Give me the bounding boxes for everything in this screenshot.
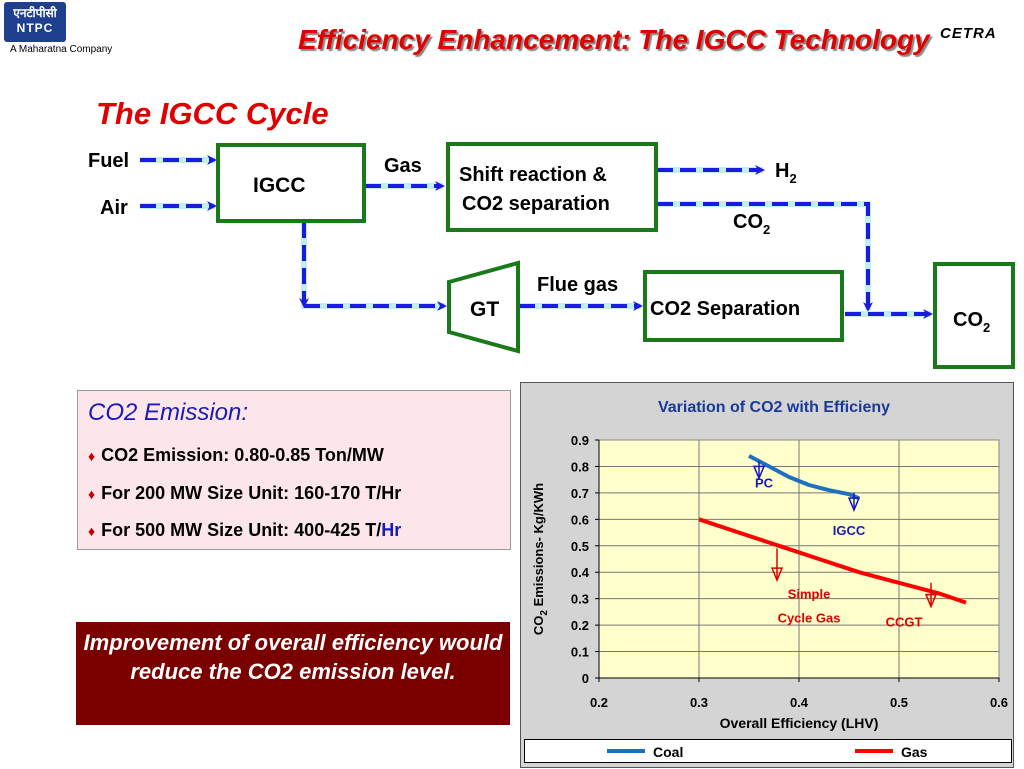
legend-gas-label: Gas bbox=[901, 744, 928, 760]
annotation-label: PC bbox=[755, 476, 774, 491]
diamond-bullet-icon: ♦ bbox=[88, 523, 96, 539]
air-label: Air bbox=[100, 197, 128, 219]
chart-canvas: Variation of CO2 with Efficieny 0 0.1 0.2 0.… bbox=[531, 399, 1008, 731]
emission-bullet-2-text: For 200 MW Size Unit: 160-170 T/Hr bbox=[101, 483, 402, 503]
annotation-label: Simple bbox=[788, 587, 831, 602]
chart-title: Variation of CO2 with Efficieny bbox=[658, 399, 890, 416]
co2-final-label-main: CO bbox=[953, 309, 983, 331]
tick-label-x: 0.4 bbox=[790, 695, 809, 710]
y-axis-label-main: CO bbox=[531, 616, 546, 636]
tick-label-y: 0.3 bbox=[571, 592, 589, 607]
series-line-gas bbox=[698, 517, 967, 605]
co2-separation-label: CO2 Separation bbox=[650, 298, 800, 320]
co2-final-label-sub: 2 bbox=[983, 320, 990, 335]
flow-arrows bbox=[140, 155, 933, 319]
co2-mid-label-sub: 2 bbox=[763, 222, 770, 237]
logo-hindi-text: एनटीपीसी bbox=[13, 6, 57, 20]
h2-label: H2 bbox=[775, 160, 797, 186]
y-axis-label: CO2 Emissions- Kg/KWh bbox=[531, 483, 550, 635]
tick-label-x: 0.5 bbox=[890, 695, 908, 710]
emission-bullet-3-text: For 500 MW Size Unit: 400-425 T/ bbox=[101, 520, 382, 540]
annotation-arrowhead bbox=[924, 593, 938, 609]
gas-label: Gas bbox=[384, 155, 422, 177]
annotation-label: IGCC bbox=[833, 523, 866, 538]
gt-label: GT bbox=[470, 298, 499, 321]
tick-label-y: 0.1 bbox=[571, 645, 589, 660]
co2-mid-label: CO2 bbox=[733, 211, 770, 237]
logo-english-text: NTPC bbox=[16, 21, 54, 35]
tick-label-y: 0.6 bbox=[571, 512, 589, 527]
annotation-label: Cycle Gas bbox=[778, 610, 841, 625]
legend-coal-label: Coal bbox=[653, 744, 683, 760]
shift-label-line2: CO2 separation bbox=[462, 193, 610, 215]
annotation-arrowhead bbox=[770, 567, 784, 583]
diamond-bullet-icon: ♦ bbox=[88, 486, 96, 502]
annotation-arrowhead bbox=[752, 465, 766, 481]
tick-label-x: 0.6 bbox=[990, 695, 1008, 710]
improvement-callout: Improvement of overall efficiency would … bbox=[76, 622, 510, 725]
chart-legend: Coal Gas bbox=[524, 739, 1012, 763]
co2-separation-box bbox=[643, 270, 844, 342]
company-tagline: A Maharatna Company bbox=[10, 44, 113, 55]
y-axis-label-rest: Emissions- Kg/KWh bbox=[531, 483, 546, 610]
co2-final-label: CO2 bbox=[953, 309, 990, 335]
igcc-label: IGCC bbox=[253, 174, 306, 197]
tick-label-x: 0.2 bbox=[590, 695, 608, 710]
shift-label-line1: Shift reaction & bbox=[459, 164, 607, 186]
fuel-label: Fuel bbox=[88, 150, 129, 172]
cetra-mark: CETRA bbox=[940, 25, 997, 42]
h2-label-sub: 2 bbox=[789, 171, 796, 186]
emission-bullet-1-text: CO2 Emission: 0.80-0.85 Ton/MW bbox=[101, 445, 384, 465]
emission-bullet-2: ♦ For 200 MW Size Unit: 160-170 T/Hr bbox=[88, 483, 401, 504]
annotation-arrowhead bbox=[847, 497, 861, 513]
slide-title: Efficiency Enhancement: The IGCC Technol… bbox=[298, 24, 930, 55]
tick-label-y: 0.4 bbox=[571, 565, 590, 580]
co2-efficiency-chart: Variation of CO2 with Efficieny 0 0.1 0.2 0.… bbox=[520, 382, 1014, 768]
co2-emission-panel: CO2 Emission: ♦ CO2 Emission: 0.80-0.85 T… bbox=[77, 390, 511, 550]
ntpc-logo: एनटीपीसी NTPC bbox=[4, 2, 66, 42]
legend-canvas: Coal Gas bbox=[607, 744, 928, 760]
co2-output-box bbox=[933, 262, 1015, 369]
h2-label-main: H bbox=[775, 160, 789, 182]
arrow-shift-co2-route bbox=[657, 201, 873, 312]
gas-turbine-shape bbox=[447, 260, 520, 354]
series-line-coal bbox=[748, 454, 860, 501]
annotation-label: CCGT bbox=[886, 614, 923, 629]
x-axis-label: Overall Efficiency (LHV) bbox=[720, 715, 879, 731]
shift-reaction-box bbox=[446, 142, 658, 232]
section-heading: The IGCC Cycle bbox=[96, 96, 329, 131]
emission-bullet-1: ♦ CO2 Emission: 0.80-0.85 Ton/MW bbox=[88, 445, 384, 466]
co2-mid-label-main: CO bbox=[733, 211, 763, 233]
igcc-cycle-diagram: Fuel Air IGCC Gas Shift reaction & CO2 s… bbox=[88, 142, 1015, 369]
tick-label-y: 0.5 bbox=[571, 539, 589, 554]
igcc-box bbox=[216, 143, 366, 223]
y-axis-label-sub: 2 bbox=[539, 610, 550, 616]
tick-label-y: 0.2 bbox=[571, 618, 589, 633]
emission-bullet-3-tail: Hr bbox=[381, 520, 402, 540]
emission-heading: CO2 Emission: bbox=[88, 399, 249, 426]
tick-label-x: 0.3 bbox=[690, 695, 708, 710]
arrow-igcc-to-gt bbox=[299, 222, 447, 311]
flue-gas-label: Flue gas bbox=[537, 274, 618, 296]
tick-label-y: 0.7 bbox=[571, 486, 589, 501]
tick-label-y: 0 bbox=[582, 671, 589, 686]
diamond-bullet-icon: ♦ bbox=[88, 448, 96, 464]
emission-bullet-3: ♦ For 500 MW Size Unit: 400-425 T/Hr bbox=[88, 520, 401, 541]
tick-label-y: 0.9 bbox=[571, 433, 589, 448]
tick-label-y: 0.8 bbox=[571, 459, 589, 474]
